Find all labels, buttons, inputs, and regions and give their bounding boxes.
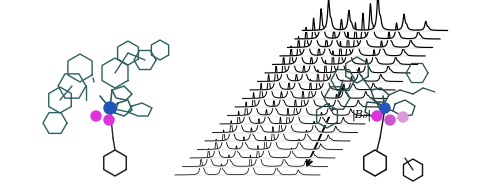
Circle shape (104, 115, 114, 125)
Circle shape (104, 102, 116, 114)
Circle shape (372, 111, 382, 121)
Circle shape (398, 112, 408, 122)
Circle shape (91, 111, 101, 121)
Circle shape (380, 103, 390, 113)
Circle shape (385, 115, 395, 125)
Text: |B₀|: |B₀| (352, 109, 372, 121)
